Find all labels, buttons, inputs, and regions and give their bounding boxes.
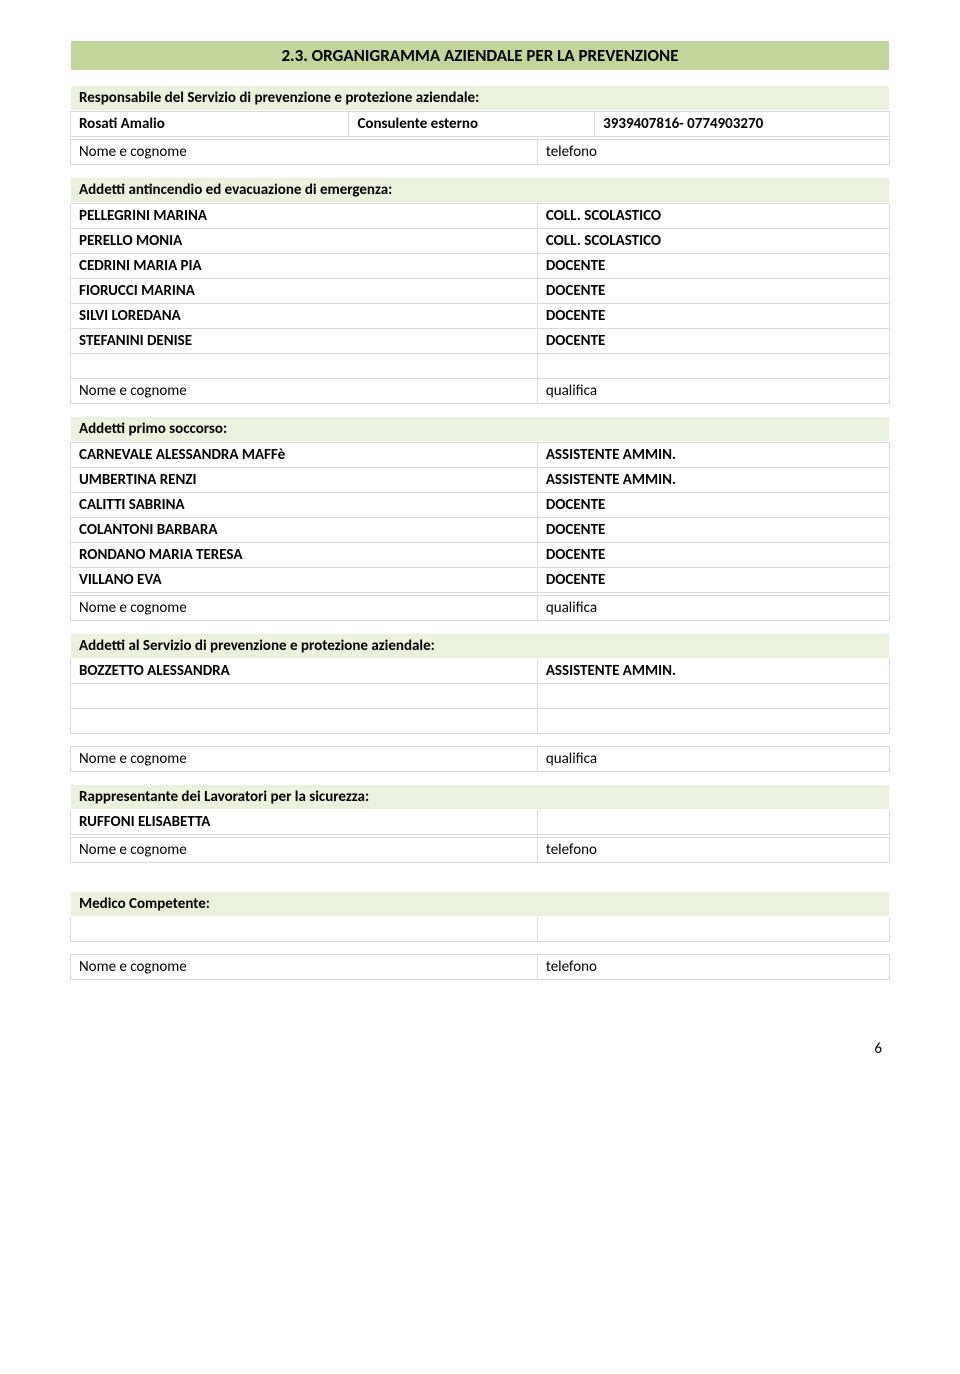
responsabile-caption: Nome e cognome telefono (70, 139, 890, 165)
table-row: FIORUCCI MARINADOCENTE (71, 279, 890, 304)
rls-caption: Nome e cognometelefono (70, 837, 890, 863)
page-container: 2.3. ORGANIGRAMMA AZIENDALE PER LA PREVE… (0, 0, 960, 1098)
cell-empty (71, 684, 538, 709)
cell-qual: COLL. SCOLASTICO (537, 204, 889, 229)
cell-empty (71, 917, 538, 942)
cell-name: CEDRINI MARIA PIA (71, 254, 538, 279)
caption-right: qualifica (537, 747, 889, 772)
cell-name: VILLANO EVA (71, 568, 538, 593)
cell-name: UMBERTINA RENZI (71, 468, 538, 493)
cell-qual: DOCENTE (537, 518, 889, 543)
rls-name: RUFFONI ELISABETTA (71, 810, 538, 835)
cell-name: PELLEGRINI MARINA (71, 204, 538, 229)
antincendio-header: Addetti antincendio ed evacuazione di em… (70, 177, 890, 203)
caption-left: Nome e cognome (71, 838, 538, 863)
soccorso-header: Addetti primo soccorso: (70, 416, 890, 442)
cell-empty (537, 684, 889, 709)
aspp-table: Addetti al Servizio di prevenzione e pro… (70, 633, 890, 734)
medico-header: Medico Competente: (71, 892, 890, 917)
cell-qual: DOCENTE (537, 568, 889, 593)
table-row: CALITTI SABRINADOCENTE (71, 493, 890, 518)
table-row: Rosati Amalio Consulente esterno 3939407… (71, 112, 890, 137)
section-title: 2.3. ORGANIGRAMMA AZIENDALE PER LA PREVE… (70, 40, 890, 71)
soccorso-table: CARNEVALE ALESSANDRA MAFFèASSISTENTE AMM… (70, 442, 890, 593)
table-row (71, 684, 890, 709)
cell-empty (71, 354, 538, 379)
cell-name: SILVI LOREDANA (71, 304, 538, 329)
cell-qual: ASSISTENTE AMMIN. (537, 659, 889, 684)
antincendio-table: PELLEGRINI MARINACOLL. SCOLASTICO PERELL… (70, 203, 890, 404)
cell-empty (537, 917, 889, 942)
caption-right: qualifica (537, 379, 889, 404)
caption-right: telefono (537, 955, 889, 980)
table-row: Nome e cognomequalifica (71, 596, 890, 621)
caption-left: Nome e cognome (71, 379, 538, 404)
table-row: BOZZETTO ALESSANDRAASSISTENTE AMMIN. (71, 659, 890, 684)
table-row: Rappresentante dei Lavoratori per la sic… (71, 785, 890, 810)
table-row: RONDANO MARIA TERESADOCENTE (71, 543, 890, 568)
cell-name: COLANTONI BARBARA (71, 518, 538, 543)
responsabile-phones: 3939407816- 0774903270 (595, 112, 890, 137)
cell-qual: ASSISTENTE AMMIN. (537, 468, 889, 493)
cell-name: CALITTI SABRINA (71, 493, 538, 518)
medico-caption: Nome e cognometelefono (70, 954, 890, 980)
cell-qual: DOCENTE (537, 279, 889, 304)
table-row (71, 354, 890, 379)
soccorso-caption: Nome e cognomequalifica (70, 595, 890, 621)
table-row: Nome e cognomequalifica (71, 747, 890, 772)
cell-qual: DOCENTE (537, 254, 889, 279)
table-row (71, 709, 890, 734)
caption-left: Nome e cognome (71, 955, 538, 980)
table-row: Nome e cognome telefono (71, 140, 890, 165)
table-row: Nome e cognometelefono (71, 838, 890, 863)
cell-name: STEFANINI DENISE (71, 329, 538, 354)
cell-name: CARNEVALE ALESSANDRA MAFFè (71, 443, 538, 468)
table-row: Medico Competente: (71, 892, 890, 917)
aspp-caption: Nome e cognomequalifica (70, 746, 890, 772)
cell-qual: ASSISTENTE AMMIN. (537, 443, 889, 468)
table-row: CARNEVALE ALESSANDRA MAFFèASSISTENTE AMM… (71, 443, 890, 468)
rls-header: Rappresentante dei Lavoratori per la sic… (71, 785, 890, 810)
caption-right: qualifica (537, 596, 889, 621)
caption-left: Nome e cognome (71, 140, 538, 165)
responsabile-role: Consulente esterno (349, 112, 595, 137)
table-row: PELLEGRINI MARINACOLL. SCOLASTICO (71, 204, 890, 229)
table-row: SILVI LOREDANADOCENTE (71, 304, 890, 329)
cell-qual: COLL. SCOLASTICO (537, 229, 889, 254)
responsabile-name: Rosati Amalio (71, 112, 349, 137)
table-row: RUFFONI ELISABETTA (71, 810, 890, 835)
cell-qual: DOCENTE (537, 329, 889, 354)
cell-name: RONDANO MARIA TERESA (71, 543, 538, 568)
cell-empty (71, 709, 538, 734)
table-row: Nome e cognomequalifica (71, 379, 890, 404)
table-row: COLANTONI BARBARADOCENTE (71, 518, 890, 543)
medico-table: Medico Competente: (70, 891, 890, 942)
cell-qual: DOCENTE (537, 493, 889, 518)
table-row (71, 917, 890, 942)
table-row: STEFANINI DENISEDOCENTE (71, 329, 890, 354)
cell-empty (537, 709, 889, 734)
table-row: UMBERTINA RENZIASSISTENTE AMMIN. (71, 468, 890, 493)
table-row: CEDRINI MARIA PIADOCENTE (71, 254, 890, 279)
cell-name: BOZZETTO ALESSANDRA (71, 659, 538, 684)
responsabile-header: Responsabile del Servizio di prevenzione… (70, 85, 890, 111)
aspp-header: Addetti al Servizio di prevenzione e pro… (71, 634, 890, 659)
responsabile-table: Rosati Amalio Consulente esterno 3939407… (70, 111, 890, 137)
caption-right: telefono (537, 140, 889, 165)
cell-empty (537, 810, 889, 835)
cell-qual: DOCENTE (537, 304, 889, 329)
caption-left: Nome e cognome (71, 596, 538, 621)
cell-name: PERELLO MONIA (71, 229, 538, 254)
table-row: VILLANO EVADOCENTE (71, 568, 890, 593)
caption-right: telefono (537, 838, 889, 863)
page-number: 6 (70, 1040, 890, 1058)
table-row: PERELLO MONIACOLL. SCOLASTICO (71, 229, 890, 254)
caption-left: Nome e cognome (71, 747, 538, 772)
cell-qual: DOCENTE (537, 543, 889, 568)
rls-table: Rappresentante dei Lavoratori per la sic… (70, 784, 890, 835)
table-row: Nome e cognometelefono (71, 955, 890, 980)
table-row: Addetti al Servizio di prevenzione e pro… (71, 634, 890, 659)
cell-name: FIORUCCI MARINA (71, 279, 538, 304)
cell-empty (537, 354, 889, 379)
